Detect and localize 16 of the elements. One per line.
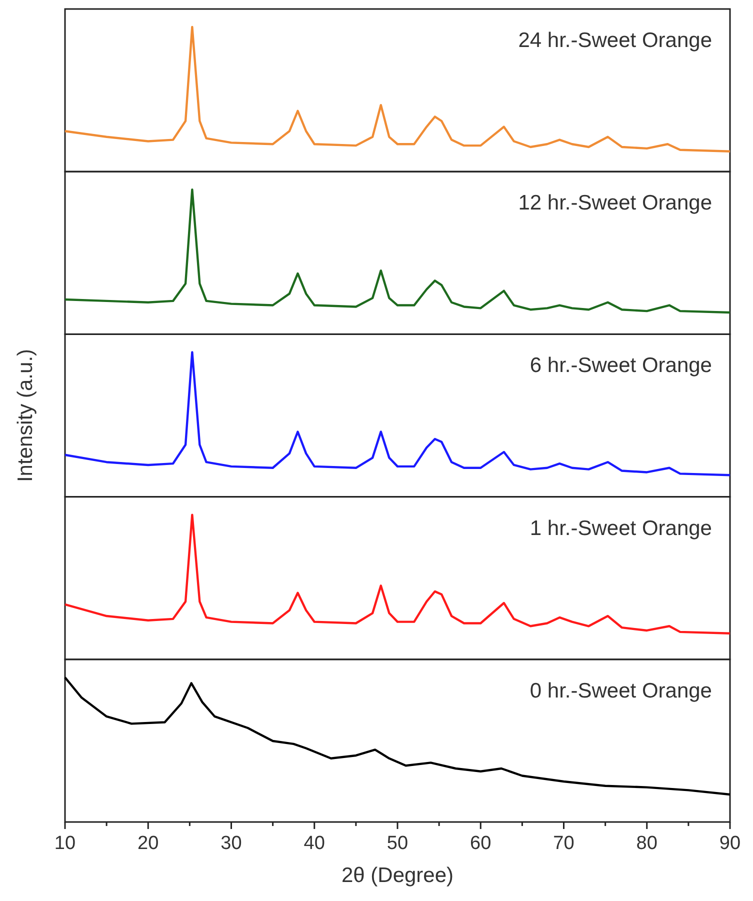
x-axis-title: 2θ (Degree) [341,864,454,887]
x-tick-label: 90 [719,833,741,854]
x-tick-label: 70 [553,833,574,854]
x-tick-label: 60 [470,833,492,854]
annotation: 24 hr.-Sweet Orange [518,29,712,52]
x-tick-label: 50 [386,833,408,854]
x-tick-label: 10 [54,833,76,854]
annotation: 1 hr.-Sweet Orange [530,516,712,540]
annotation: 6 hr.-Sweet Orange [530,354,712,378]
x-tick-label: 20 [138,833,159,854]
x-tick-label: 30 [220,833,242,854]
x-tick-label: 40 [304,833,325,854]
annotation: 12 hr.-Sweet Orange [518,192,712,215]
x-tick-label: 80 [636,833,658,854]
annotation: 0 hr.-Sweet Orange [530,679,712,702]
y-axis-title: Intensity (a.u.) [14,348,37,482]
